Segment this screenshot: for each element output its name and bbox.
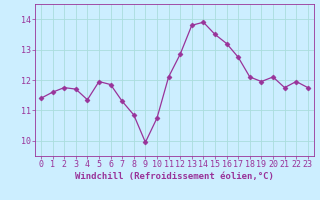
X-axis label: Windchill (Refroidissement éolien,°C): Windchill (Refroidissement éolien,°C) [75, 172, 274, 181]
